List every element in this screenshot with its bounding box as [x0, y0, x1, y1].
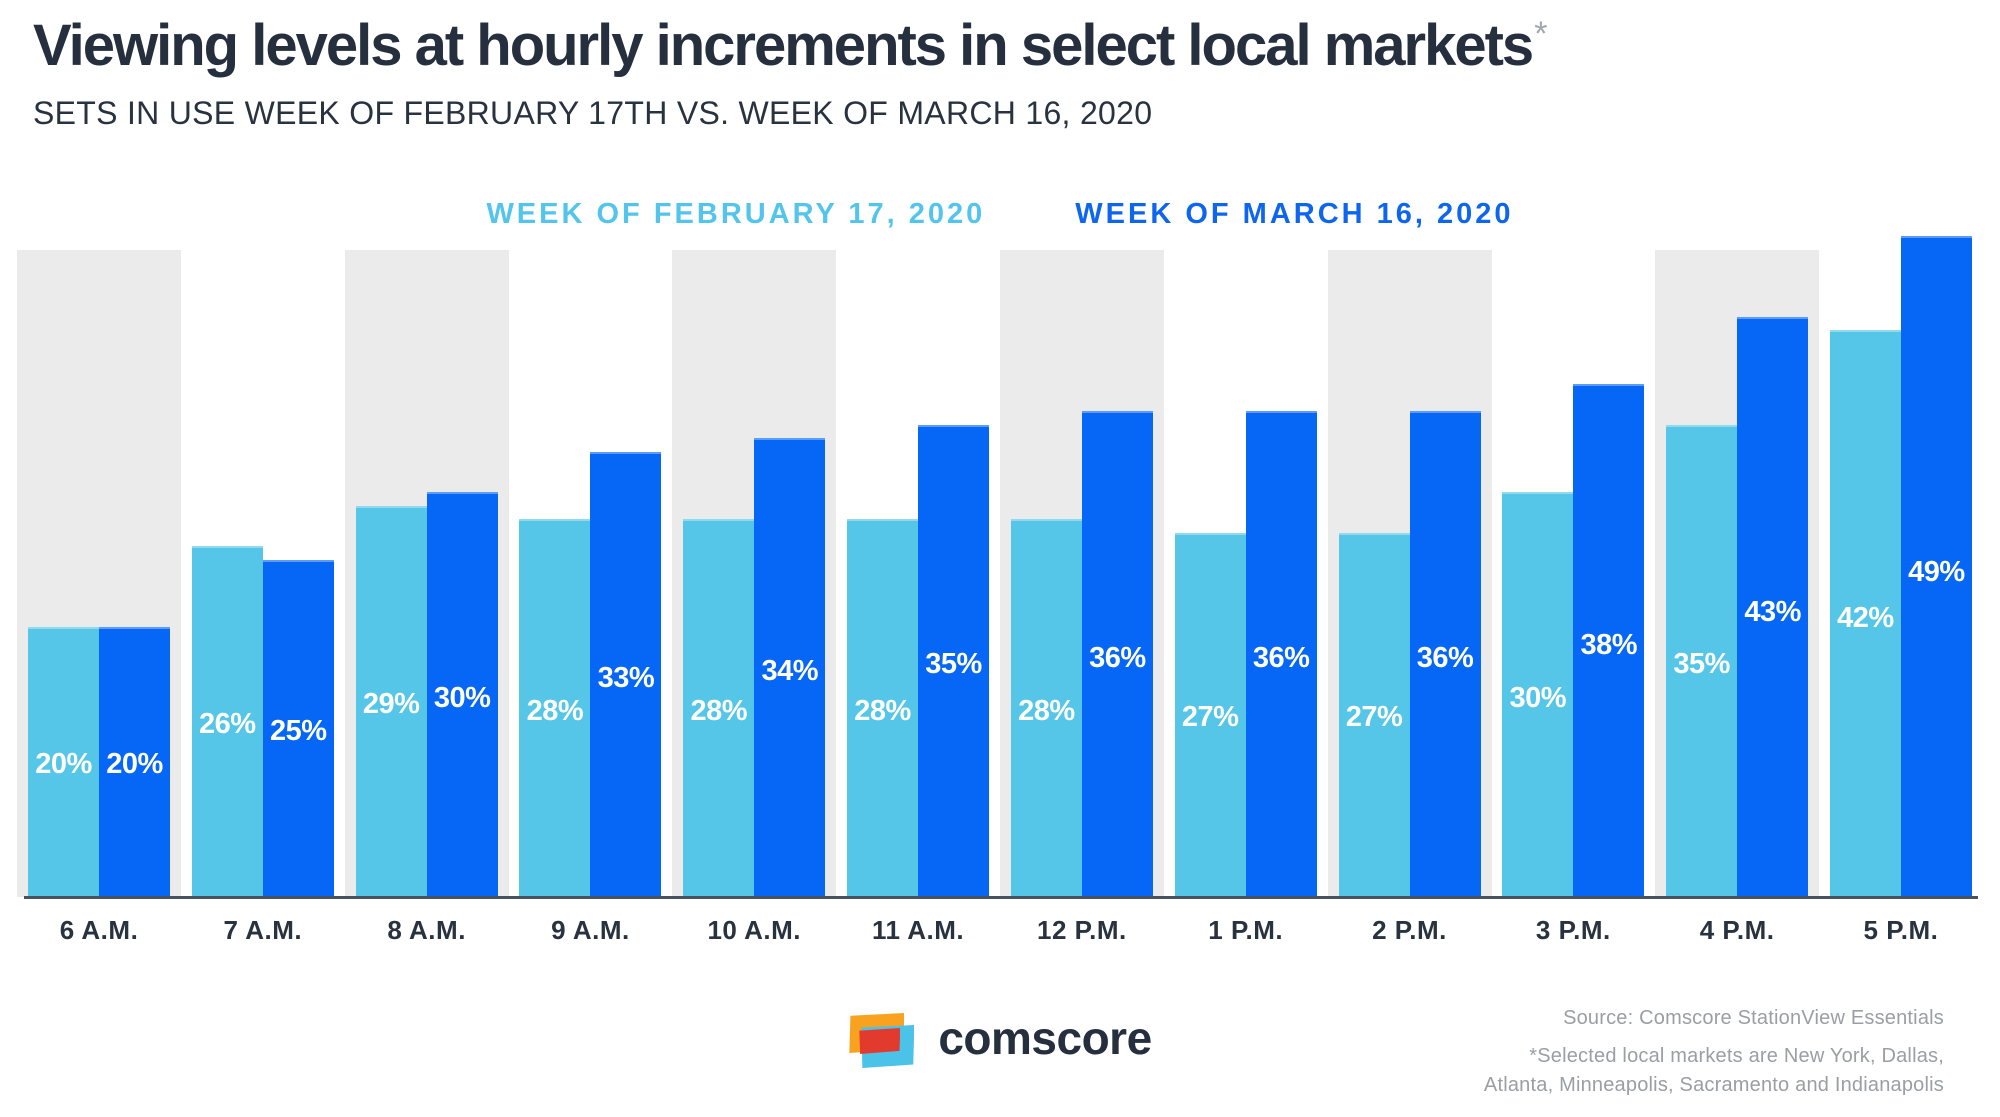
- bar-feb-10-a-m: 28%: [683, 519, 755, 897]
- x-tick-label: 11 A.M.: [871, 915, 965, 945]
- bar-feb-4-p-m: 35%: [1666, 424, 1738, 897]
- bar-value-label: 43%: [1744, 595, 1801, 628]
- legend-week-march: WEEK OF MARCH 16, 2020: [1075, 198, 1514, 230]
- bar-value-label: 29%: [362, 688, 420, 721]
- bar-mar-7-a-m: 25%: [262, 559, 334, 897]
- hour-group-5-p-m: 42% 49% 5 P.M.: [1829, 235, 1972, 945]
- bar-mar-4-p-m: 43%: [1737, 316, 1809, 897]
- bar-value-label: 30%: [433, 681, 491, 714]
- x-tick-label: 5 P.M.: [1863, 915, 1939, 945]
- bar-feb-2-p-m: 27%: [1338, 532, 1410, 897]
- bar-chart: 20% 20% 6 A.M. 26% 25% 7 A.M. 29% 30% 8 A.M. 28% 3…: [17, 235, 1978, 945]
- comscore-wordmark: comscore: [938, 1012, 1152, 1064]
- bar-value-label: 38%: [1580, 628, 1638, 661]
- x-tick-label: 9 A.M.: [551, 915, 630, 945]
- source-block: Source: Comscore StationView Essentials …: [1484, 1004, 1944, 1100]
- bar-feb-7-a-m: 26%: [191, 546, 263, 897]
- bar-value-label: 25%: [270, 714, 327, 747]
- x-tick-label: 10 A.M.: [707, 915, 802, 945]
- bar-feb-5-p-m: 42%: [1829, 330, 1901, 897]
- comscore-logo-icon: [848, 1012, 915, 1070]
- bar-value-label: 30%: [1509, 681, 1567, 714]
- title-asterisk: *: [1534, 14, 1548, 53]
- bar-value-label: 28%: [1018, 694, 1075, 727]
- x-tick-label: 8 A.M.: [387, 915, 466, 945]
- hour-group-2-p-m: 27% 36% 2 P.M.: [1327, 250, 1492, 945]
- x-tick-label: 12 P.M.: [1037, 915, 1127, 945]
- bar-feb-11-a-m: 28%: [847, 519, 919, 897]
- x-tick-label: 1 P.M.: [1208, 915, 1284, 945]
- bar-feb-1-p-m: 27%: [1174, 532, 1246, 897]
- page-title: Viewing levels at hourly increments in s…: [33, 13, 1548, 78]
- header: Viewing levels at hourly increments in s…: [33, 13, 1548, 132]
- bar-mar-6-a-m: 20%: [99, 627, 170, 897]
- bar-mar-1-p-m: 36%: [1245, 411, 1317, 897]
- bar-value-label: 20%: [35, 747, 92, 780]
- hour-group-7-a-m: 26% 25% 7 A.M.: [191, 250, 334, 945]
- bar-value-label: 27%: [1345, 701, 1403, 734]
- legend-week-february: WEEK OF FEBRUARY 17, 2020: [486, 198, 986, 230]
- bar-value-label: 33%: [597, 661, 655, 694]
- bar-feb-3-p-m: 30%: [1502, 492, 1574, 897]
- bar-value-label: 36%: [1089, 641, 1146, 674]
- page-title-text: Viewing levels at hourly increments in s…: [33, 13, 1534, 78]
- hour-group-11-a-m: 28% 35% 11 A.M.: [847, 250, 990, 945]
- bar-value-label: 49%: [1908, 555, 1965, 588]
- x-tick-label: 7 A.M.: [223, 915, 303, 945]
- bar-feb-6-a-m: 20%: [28, 627, 99, 897]
- bar-value-label: 20%: [106, 747, 163, 780]
- x-tick-label: 6 A.M.: [59, 915, 139, 945]
- bar-value-label: 35%: [1673, 648, 1730, 681]
- bar-mar-2-p-m: 36%: [1409, 411, 1481, 897]
- bar-value-label: 28%: [854, 694, 911, 727]
- page-subtitle: SETS IN USE WEEK OF FEBRUARY 17TH VS. WE…: [33, 94, 1153, 131]
- bar-mar-10-a-m: 34%: [754, 438, 826, 897]
- x-tick-label: 4 P.M.: [1699, 915, 1775, 945]
- logo-red-shape: [859, 1028, 901, 1054]
- bar-mar-12-p-m: 36%: [1081, 411, 1153, 897]
- bar-value-label: 28%: [690, 694, 748, 727]
- hour-group-8-a-m: 29% 30% 8 A.M.: [344, 250, 509, 945]
- bar-value-label: 36%: [1252, 641, 1310, 674]
- source-text: Source: Comscore StationView Essentials: [1563, 1007, 1944, 1029]
- footnote-line-1: *Selected local markets are New York, Da…: [1529, 1045, 1944, 1067]
- legend: WEEK OF FEBRUARY 17, 2020 WEEK OF MARCH …: [0, 198, 2000, 231]
- bar-feb-9-a-m: 28%: [519, 519, 591, 897]
- bar-value-label: 35%: [925, 648, 982, 681]
- bar-value-label: 27%: [1181, 701, 1239, 734]
- bar-value-label: 34%: [761, 655, 819, 688]
- hour-group-4-p-m: 35% 43% 4 P.M.: [1655, 250, 1820, 945]
- bar-value-label: 26%: [199, 708, 256, 740]
- bar-feb-8-a-m: 29%: [355, 505, 427, 897]
- bar-mar-9-a-m: 33%: [590, 451, 662, 897]
- bar-mar-3-p-m: 38%: [1573, 384, 1645, 897]
- bar-mar-11-a-m: 35%: [918, 424, 990, 897]
- comscore-logo: comscore: [0, 1012, 2000, 1070]
- footnote-line-2: Atlanta, Minneapolis, Sacramento and Ind…: [1483, 1074, 1944, 1096]
- hour-group-3-p-m: 30% 38% 3 P.M.: [1502, 250, 1645, 945]
- bar-mar-8-a-m: 30%: [426, 492, 498, 897]
- bar-value-label: 28%: [526, 694, 584, 727]
- x-axis-line: [24, 896, 1978, 899]
- bar-value-label: 36%: [1416, 641, 1474, 674]
- hour-group-12-p-m: 28% 36% 12 P.M.: [999, 250, 1164, 945]
- hour-group-9-a-m: 28% 33% 9 A.M.: [519, 250, 662, 945]
- bar-feb-12-p-m: 28%: [1010, 519, 1082, 897]
- hour-group-6-a-m: 20% 20% 6 A.M.: [17, 250, 181, 945]
- x-tick-label: 3 P.M.: [1535, 915, 1611, 945]
- hour-group-10-a-m: 28% 34% 10 A.M.: [672, 250, 837, 945]
- bar-mar-5-p-m: 49%: [1900, 235, 1972, 897]
- bar-value-label: 42%: [1837, 602, 1894, 635]
- hour-group-1-p-m: 27% 36% 1 P.M.: [1174, 250, 1317, 945]
- x-tick-label: 2 P.M.: [1372, 915, 1447, 945]
